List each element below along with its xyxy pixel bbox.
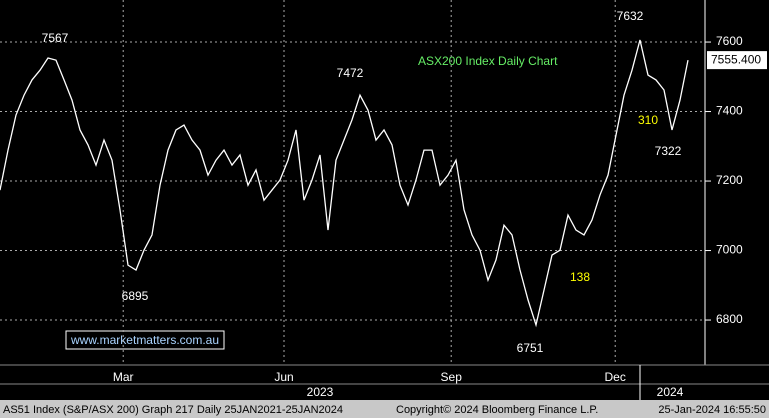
y-tick-label: 7200 — [716, 173, 743, 187]
chart-title: ASX200 Index Daily Chart — [418, 54, 558, 68]
website: www.marketmatters.com.au — [70, 333, 219, 347]
x-tick-label: Sep — [441, 370, 463, 384]
y-tick-label: 6800 — [716, 312, 743, 326]
y-tick-label: 7000 — [716, 243, 743, 257]
annotation: 7632 — [617, 9, 644, 23]
last-price-box — [707, 51, 767, 70]
year-label: 2023 — [307, 385, 334, 399]
footer-text: Copyright© 2024 Bloomberg Finance L.P. — [396, 404, 598, 416]
annotation: 138 — [570, 270, 590, 284]
annotation: 7567 — [42, 31, 69, 45]
y-tick-label: 7400 — [716, 104, 743, 118]
annotation: 6895 — [122, 289, 149, 303]
annotation: 6751 — [517, 341, 544, 355]
last-price-label: 7555.400 — [711, 52, 761, 66]
annotation: 310 — [638, 113, 658, 127]
year-label: 2024 — [657, 385, 684, 399]
x-tick-label: Dec — [605, 370, 626, 384]
annotation: 7322 — [655, 144, 682, 158]
price-line — [0, 39, 689, 328]
footer-bar — [0, 400, 769, 418]
x-tick-label: Mar — [113, 370, 134, 384]
y-tick-label: 7600 — [716, 34, 743, 48]
footer-text: 25-Jan-2024 16:55:50 — [658, 404, 766, 416]
footer-text: AS51 Index (S&P/ASX 200) Graph 217 Daily… — [3, 404, 343, 416]
website-box — [65, 330, 225, 350]
x-tick-label: Jun — [274, 370, 293, 384]
annotation: 7472 — [337, 66, 364, 80]
